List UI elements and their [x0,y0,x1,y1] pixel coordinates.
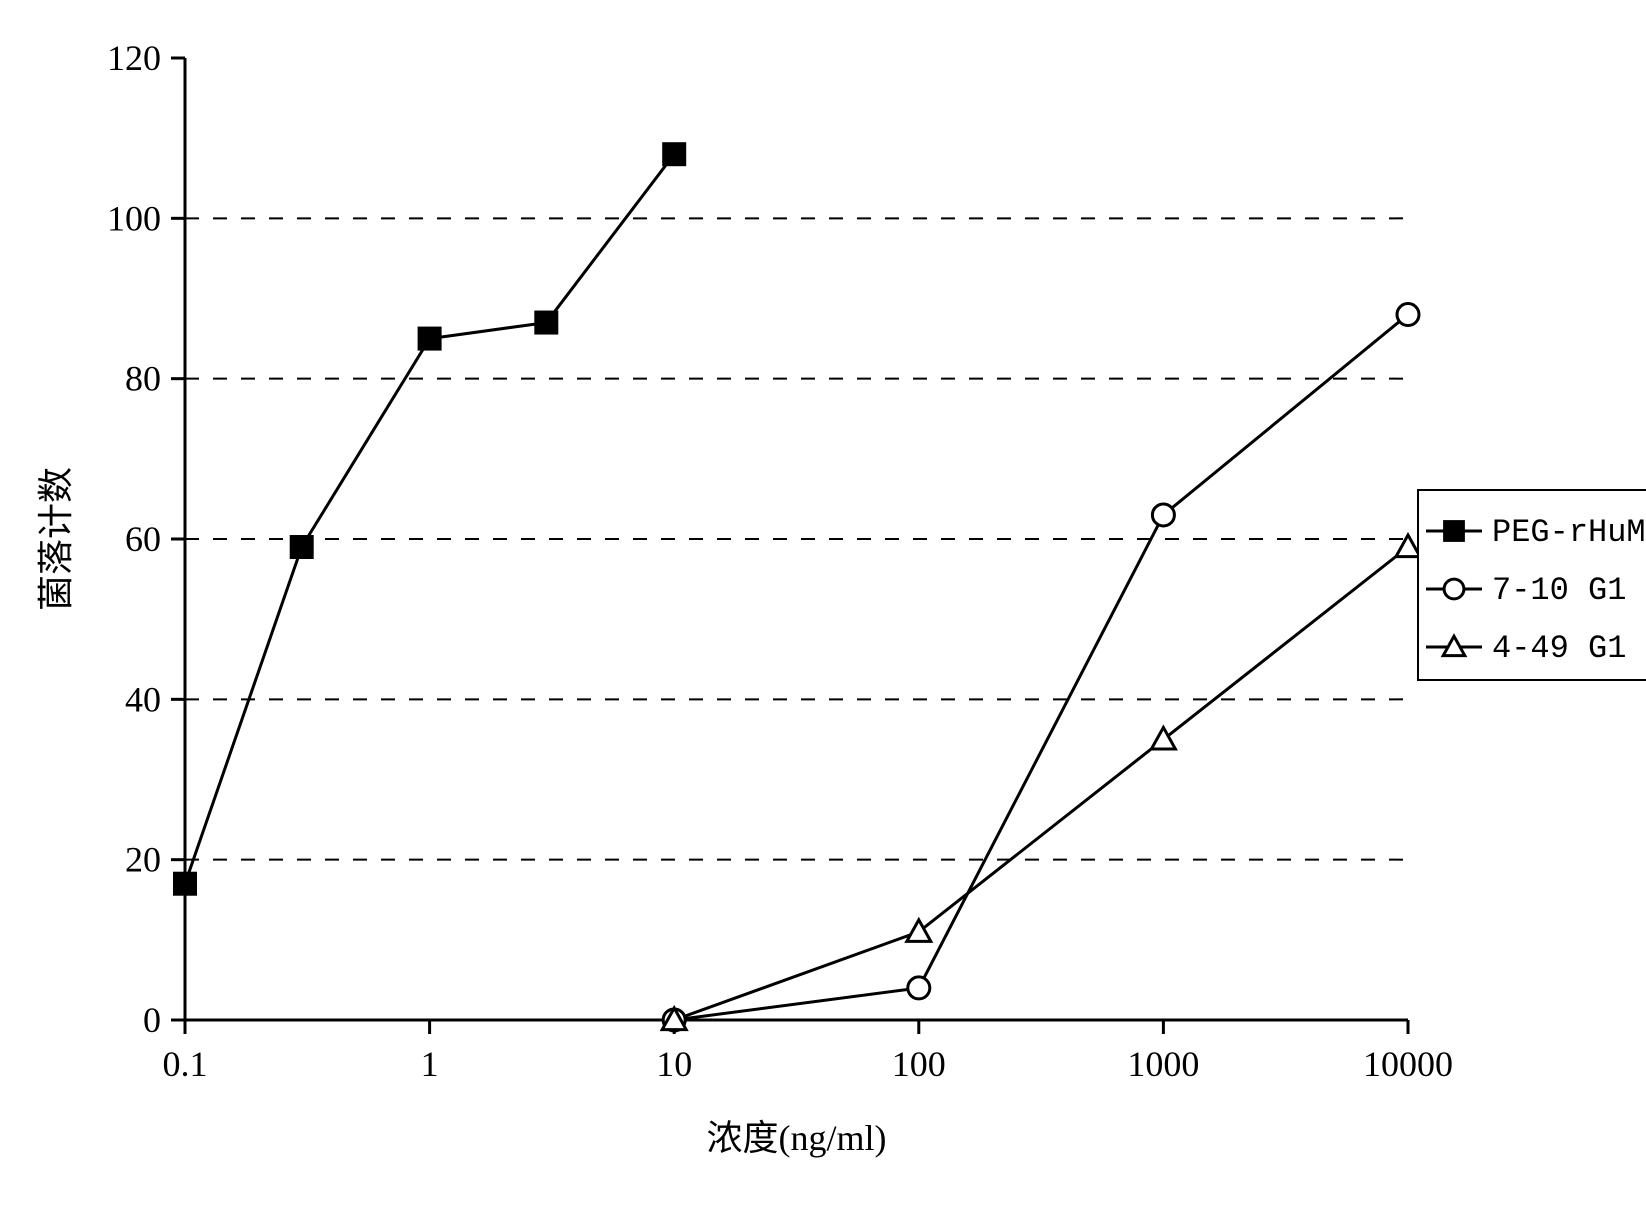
series-line-2 [674,547,1408,1020]
line-chart: 0.1 1 10 100 1000 10000 0 20 40 60 80 100 120 浓度(ng/m… [20,20,1646,1193]
series-markers-0 [174,143,685,895]
y-axis-label: 菌落计数 [36,467,76,611]
x-tick-label: 1 [421,1044,439,1084]
y-tick-label: 100 [107,198,161,238]
y-tick-label: 60 [125,519,161,559]
y-tick-label: 40 [125,679,161,719]
legend: PEG-rHuMGDF 7-10 G1 4-49 G1 [1418,490,1646,680]
series-line-0 [185,154,674,884]
x-tick-label: 10 [656,1044,692,1084]
y-tick-label: 120 [107,38,161,78]
x-tick-label: 1000 [1127,1044,1199,1084]
legend-label-2: 4-49 G1 [1492,630,1626,667]
legend-label-1: 7-10 G1 [1492,572,1626,609]
y-tick-label: 80 [125,359,161,399]
x-tick-label: 100 [892,1044,946,1084]
series-markers-1 [663,304,1419,1031]
x-axis-label: 浓度(ng/ml) [707,1118,887,1158]
y-tick-label: 0 [143,1000,161,1040]
x-tick-label: 10000 [1363,1044,1453,1084]
x-tick-label: 0.1 [163,1044,208,1084]
legend-label-0: PEG-rHuMGDF [1492,514,1646,551]
series-line-1 [674,315,1408,1020]
y-tick-label: 20 [125,840,161,880]
series-markers-2 [662,535,1420,1030]
chart-container: 0.1 1 10 100 1000 10000 0 20 40 60 80 100 120 浓度(ng/m… [20,20,1646,1193]
